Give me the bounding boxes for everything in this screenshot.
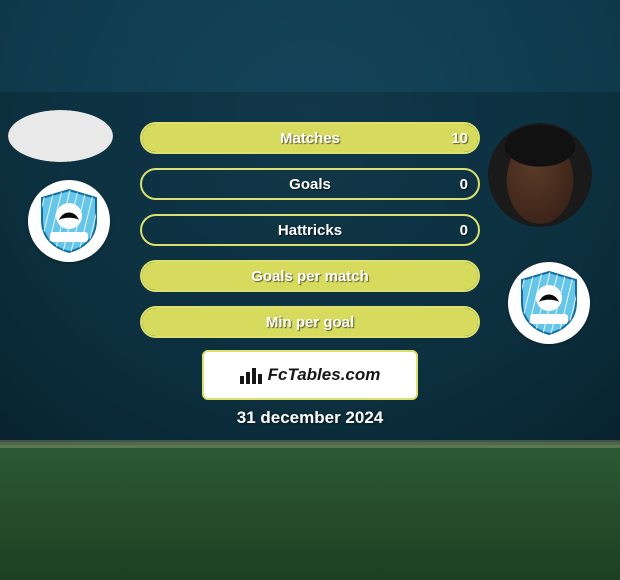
stat-bar: Min per goal <box>140 306 480 338</box>
bar-chart-icon <box>240 366 262 384</box>
stat-label: Min per goal <box>142 308 478 336</box>
stat-label: Goals <box>142 170 478 198</box>
stat-label: Matches <box>142 124 478 152</box>
stat-bar: Goals0 <box>140 168 480 200</box>
stat-bar: Goals per match <box>140 260 480 292</box>
stat-label: Hattricks <box>142 216 478 244</box>
player2-avatar <box>488 123 592 227</box>
player2-club-badge <box>508 262 590 344</box>
stat-bar: Hattricks0 <box>140 214 480 246</box>
brand-box[interactable]: FcTables.com <box>202 350 418 400</box>
stats-block: Matches10Goals0Hattricks0Goals per match… <box>140 122 480 352</box>
stat-bar: Matches10 <box>140 122 480 154</box>
player1-avatar <box>8 110 113 162</box>
stat-value-right: 0 <box>460 170 468 198</box>
brand-text: FcTables.com <box>268 365 381 385</box>
date-text: 31 december 2024 <box>0 408 620 428</box>
stat-value-right: 10 <box>451 124 468 152</box>
player1-club-badge <box>28 180 110 262</box>
stat-value-right: 0 <box>460 216 468 244</box>
stat-label: Goals per match <box>142 262 478 290</box>
